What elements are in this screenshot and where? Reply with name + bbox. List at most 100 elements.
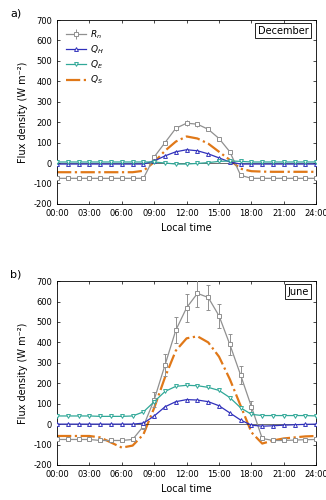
$Q_E$ xyxy=(206,384,210,390)
$Q_H$ xyxy=(206,151,210,157)
$Q_E$ xyxy=(217,158,221,164)
$Q_S$ xyxy=(304,434,307,440)
$Q_E$ xyxy=(314,413,318,419)
$Q_H$ xyxy=(271,161,275,167)
$Q_E$ xyxy=(239,158,243,164)
$Q_H$ xyxy=(239,417,243,423)
$Q_H$ xyxy=(66,421,70,427)
$Q_S$ xyxy=(282,169,286,175)
$Q_H$ xyxy=(282,422,286,428)
$Q_H$ xyxy=(109,421,113,427)
Legend: $R_n$, $Q_H$, $Q_E$, $Q_S$: $R_n$, $Q_H$, $Q_E$, $Q_S$ xyxy=(64,26,106,88)
$Q_S$ xyxy=(293,169,297,175)
$Q_H$ xyxy=(185,396,188,402)
$Q_E$ xyxy=(131,413,135,419)
$Q_H$ xyxy=(217,155,221,161)
$Q_E$ xyxy=(77,159,81,165)
$Q_S$ xyxy=(141,432,145,438)
$Q_E$ xyxy=(304,159,307,165)
$Q_S$ xyxy=(87,169,91,175)
$Q_E$ xyxy=(196,382,200,388)
$Q_E$ xyxy=(314,159,318,165)
$Q_H$ xyxy=(120,421,124,427)
$Q_S$ xyxy=(120,169,124,175)
$Q_H$ xyxy=(109,161,113,167)
$Q_S$ xyxy=(98,169,102,175)
$Q_H$ xyxy=(174,149,178,155)
$Q_S$ xyxy=(217,354,221,360)
$Q_E$ xyxy=(217,388,221,394)
$Q_S$ xyxy=(185,336,188,342)
$Q_H$ xyxy=(217,402,221,408)
$Q_S$ xyxy=(152,159,156,165)
$Q_S$ xyxy=(141,168,145,174)
$Q_S$ xyxy=(98,434,102,440)
$Q_H$ xyxy=(249,422,253,428)
$Q_E$ xyxy=(282,412,286,418)
$Q_S$ xyxy=(163,374,167,380)
$Q_H$ xyxy=(55,161,59,167)
$Q_H$ xyxy=(228,410,232,416)
$Q_E$ xyxy=(228,394,232,400)
$Q_H$ xyxy=(304,422,307,428)
$Q_H$ xyxy=(271,423,275,429)
$Q_E$ xyxy=(260,412,264,418)
Text: December: December xyxy=(258,26,308,36)
Y-axis label: Flux density (W m⁻²): Flux density (W m⁻²) xyxy=(18,322,28,424)
$Q_S$ xyxy=(174,348,178,354)
$Q_H$ xyxy=(87,421,91,427)
$Q_S$ xyxy=(206,340,210,345)
$Q_H$ xyxy=(206,398,210,404)
$Q_S$ xyxy=(55,169,59,175)
$Q_H$ xyxy=(174,398,178,404)
$Q_H$ xyxy=(282,161,286,167)
$Q_S$ xyxy=(239,166,243,172)
$Q_S$ xyxy=(260,440,264,446)
$Q_H$ xyxy=(77,421,81,427)
$Q_E$ xyxy=(185,382,188,388)
$Q_S$ xyxy=(131,169,135,175)
$Q_E$ xyxy=(282,159,286,165)
$Q_S$ xyxy=(260,168,264,174)
$Q_E$ xyxy=(249,412,253,418)
$Q_H$ xyxy=(98,161,102,167)
$Q_S$ xyxy=(282,436,286,442)
X-axis label: Local time: Local time xyxy=(161,484,212,494)
$Q_H$ xyxy=(131,421,135,427)
$Q_E$ xyxy=(55,159,59,165)
$Q_S$ xyxy=(271,169,275,175)
$Q_S$ xyxy=(314,433,318,439)
$Q_S$ xyxy=(87,433,91,439)
$Q_E$ xyxy=(293,159,297,165)
$Q_H$ xyxy=(152,413,156,419)
Line: $Q_H$: $Q_H$ xyxy=(55,398,318,428)
$Q_E$ xyxy=(163,388,167,394)
$Q_H$ xyxy=(141,420,145,426)
$Q_H$ xyxy=(293,161,297,167)
$Q_E$ xyxy=(185,161,188,167)
$Q_S$ xyxy=(77,433,81,439)
$Q_S$ xyxy=(228,157,232,163)
$Q_S$ xyxy=(239,402,243,408)
$Q_E$ xyxy=(152,159,156,165)
$Q_E$ xyxy=(109,159,113,165)
$Q_S$ xyxy=(217,149,221,155)
$Q_H$ xyxy=(314,161,318,167)
$Q_S$ xyxy=(120,444,124,450)
$Q_S$ xyxy=(163,148,167,154)
Text: a): a) xyxy=(10,8,22,18)
$Q_H$ xyxy=(163,404,167,410)
$Q_E$ xyxy=(293,412,297,418)
$Q_E$ xyxy=(109,414,113,420)
$Q_H$ xyxy=(77,161,81,167)
$Q_E$ xyxy=(239,405,243,411)
$Q_S$ xyxy=(228,376,232,382)
X-axis label: Local time: Local time xyxy=(161,224,212,234)
$Q_S$ xyxy=(314,169,318,175)
Text: June: June xyxy=(287,286,308,296)
$Q_S$ xyxy=(206,140,210,146)
Line: $Q_S$: $Q_S$ xyxy=(57,336,316,448)
$Q_S$ xyxy=(196,136,200,141)
$Q_S$ xyxy=(174,138,178,144)
$Q_S$ xyxy=(77,169,81,175)
